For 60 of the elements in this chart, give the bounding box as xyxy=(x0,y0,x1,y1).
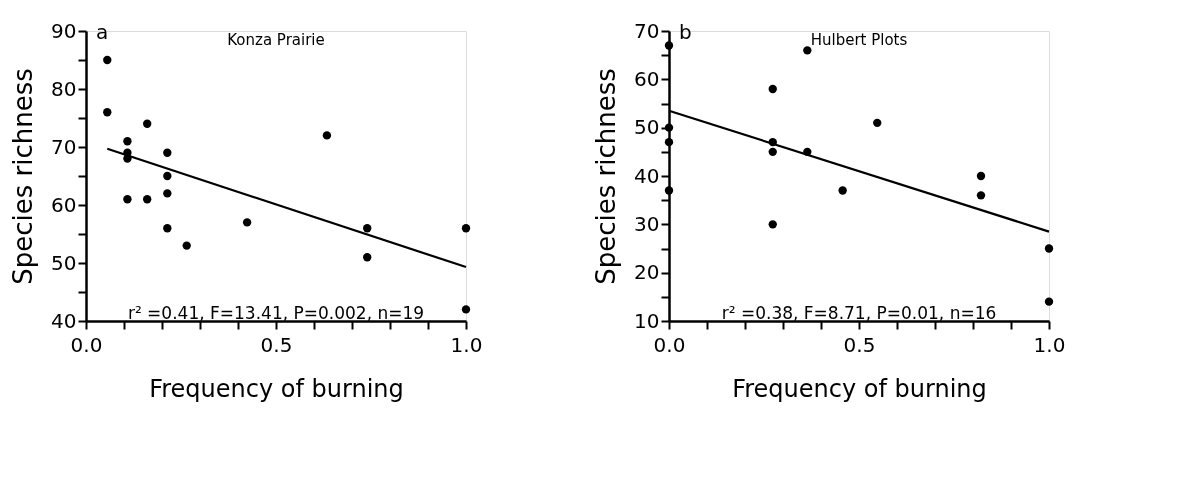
y-tick-label: 50 xyxy=(634,115,660,140)
x-tick-label: 0.0 xyxy=(70,332,103,357)
x-tick-label: 0.0 xyxy=(653,332,686,357)
point xyxy=(838,186,847,195)
point xyxy=(803,46,812,55)
point xyxy=(664,123,674,132)
point xyxy=(1044,244,1054,253)
x-axis-title: Frequency of burning xyxy=(149,374,404,403)
y-tick-label: 70 xyxy=(51,134,77,159)
x-tick-label: 1.0 xyxy=(1033,332,1066,357)
x-tick-label: 0.5 xyxy=(260,332,293,357)
chart-title: Konza Prairie xyxy=(227,31,325,49)
point xyxy=(242,218,252,227)
point xyxy=(461,224,471,233)
y-tick-label: 60 xyxy=(634,66,660,91)
point xyxy=(143,119,152,128)
point xyxy=(461,305,471,314)
point xyxy=(768,84,777,94)
y-tick-label: 40 xyxy=(51,308,77,333)
point xyxy=(163,224,172,233)
annotation: r² =0.41, F=13.41, P=0.002, n=19 xyxy=(127,303,425,323)
point xyxy=(182,241,191,250)
point xyxy=(123,195,132,204)
point xyxy=(163,189,172,198)
annotation: r² =0.38, F=8.71, P=0.01, n=16 xyxy=(721,303,997,323)
y-tick-label: 80 xyxy=(51,76,77,101)
x-axis-title: Frequency of burning xyxy=(732,374,987,403)
point xyxy=(664,137,674,147)
y-tick-label: 30 xyxy=(634,211,660,236)
point xyxy=(103,108,112,117)
point xyxy=(363,253,372,262)
y-tick-label: 70 xyxy=(634,18,660,43)
y-axis-title: Species richness xyxy=(591,68,622,285)
point xyxy=(363,224,372,233)
point xyxy=(163,171,172,181)
point xyxy=(664,41,674,50)
y-axis-title: Species richness xyxy=(8,68,39,285)
point xyxy=(976,191,986,200)
y-tick-label: 20 xyxy=(634,260,660,285)
point xyxy=(976,171,986,181)
point xyxy=(103,55,112,65)
y-tick-label: 50 xyxy=(51,250,77,275)
annotation: a xyxy=(96,20,109,44)
point xyxy=(1044,297,1054,306)
y-tick-label: 60 xyxy=(51,192,77,217)
y-tick-label: 10 xyxy=(634,308,660,333)
point xyxy=(768,147,777,157)
point xyxy=(123,137,132,146)
point xyxy=(163,148,172,157)
point xyxy=(143,195,152,204)
point xyxy=(322,131,332,140)
annotation: b xyxy=(679,20,692,44)
x-tick-label: 0.5 xyxy=(843,332,876,357)
chart-title: Hulbert Plots xyxy=(810,31,908,49)
y-tick-label: 90 xyxy=(51,18,77,43)
point xyxy=(768,220,777,229)
point xyxy=(664,186,674,195)
y-tick-label: 40 xyxy=(634,163,660,188)
point xyxy=(873,118,882,128)
x-tick-label: 1.0 xyxy=(450,332,483,357)
